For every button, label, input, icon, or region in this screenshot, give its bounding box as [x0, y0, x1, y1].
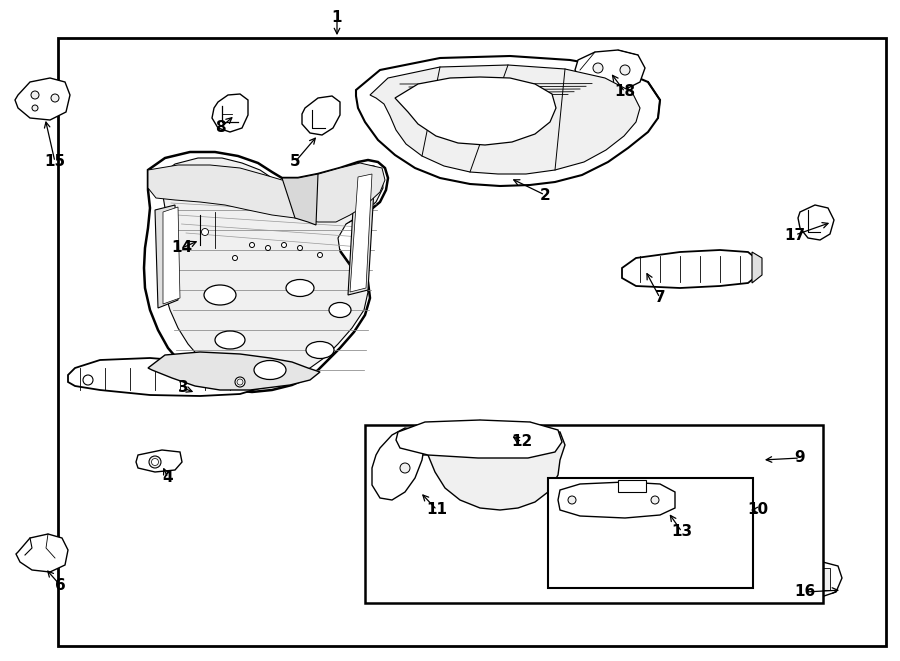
Polygon shape [396, 420, 562, 458]
Polygon shape [186, 210, 242, 252]
Circle shape [149, 456, 161, 468]
Text: 6: 6 [55, 578, 66, 592]
Polygon shape [575, 50, 645, 90]
Polygon shape [136, 450, 182, 472]
Polygon shape [155, 205, 178, 308]
Polygon shape [16, 534, 68, 572]
Text: 14: 14 [171, 241, 193, 256]
Circle shape [593, 63, 603, 73]
Circle shape [235, 377, 245, 387]
Bar [770, 568, 830, 590]
Circle shape [51, 94, 59, 102]
Circle shape [151, 459, 158, 465]
Circle shape [651, 496, 659, 504]
Polygon shape [212, 94, 248, 132]
Polygon shape [144, 152, 388, 392]
Polygon shape [370, 65, 640, 174]
Text: 11: 11 [427, 502, 447, 518]
Circle shape [400, 463, 410, 473]
Text: 2: 2 [540, 188, 551, 202]
Circle shape [568, 496, 576, 504]
Polygon shape [558, 482, 675, 518]
Circle shape [620, 65, 630, 75]
Polygon shape [756, 560, 842, 600]
Text: 18: 18 [615, 85, 635, 100]
Circle shape [232, 256, 238, 260]
Circle shape [282, 243, 286, 247]
Ellipse shape [286, 280, 314, 297]
Polygon shape [348, 172, 375, 295]
Bar [365, 425, 823, 603]
Polygon shape [148, 163, 385, 222]
Circle shape [202, 229, 209, 235]
Text: 13: 13 [671, 524, 693, 539]
Polygon shape [798, 205, 834, 240]
Polygon shape [752, 252, 762, 283]
Polygon shape [356, 56, 660, 186]
Polygon shape [418, 432, 565, 510]
Polygon shape [395, 77, 556, 145]
Circle shape [266, 245, 271, 251]
Circle shape [32, 105, 38, 111]
Text: 17: 17 [785, 227, 806, 243]
Polygon shape [163, 207, 180, 304]
Polygon shape [372, 428, 425, 500]
Text: 4: 4 [163, 471, 174, 485]
Circle shape [298, 245, 302, 251]
Polygon shape [160, 158, 383, 382]
Text: 12: 12 [511, 434, 533, 449]
Circle shape [83, 375, 93, 385]
Text: 7: 7 [654, 290, 665, 305]
Circle shape [318, 253, 322, 258]
Polygon shape [148, 352, 320, 390]
Bar [548, 478, 753, 588]
Text: 9: 9 [795, 451, 806, 465]
Polygon shape [68, 358, 260, 396]
Polygon shape [622, 250, 758, 288]
Circle shape [31, 91, 39, 99]
Polygon shape [282, 174, 318, 225]
Text: 16: 16 [795, 584, 815, 600]
Polygon shape [350, 174, 372, 292]
Ellipse shape [215, 331, 245, 349]
Polygon shape [15, 78, 70, 120]
Text: 15: 15 [44, 155, 66, 169]
Circle shape [237, 379, 243, 385]
Ellipse shape [329, 303, 351, 317]
Text: 1: 1 [332, 11, 342, 26]
Text: 5: 5 [290, 155, 301, 169]
Text: 10: 10 [747, 502, 769, 518]
Text: 3: 3 [177, 381, 188, 395]
Bar [618, 480, 646, 492]
Circle shape [249, 243, 255, 247]
Ellipse shape [254, 360, 286, 379]
Text: 8: 8 [215, 120, 225, 136]
Ellipse shape [204, 285, 236, 305]
Ellipse shape [306, 342, 334, 358]
Polygon shape [302, 96, 340, 135]
